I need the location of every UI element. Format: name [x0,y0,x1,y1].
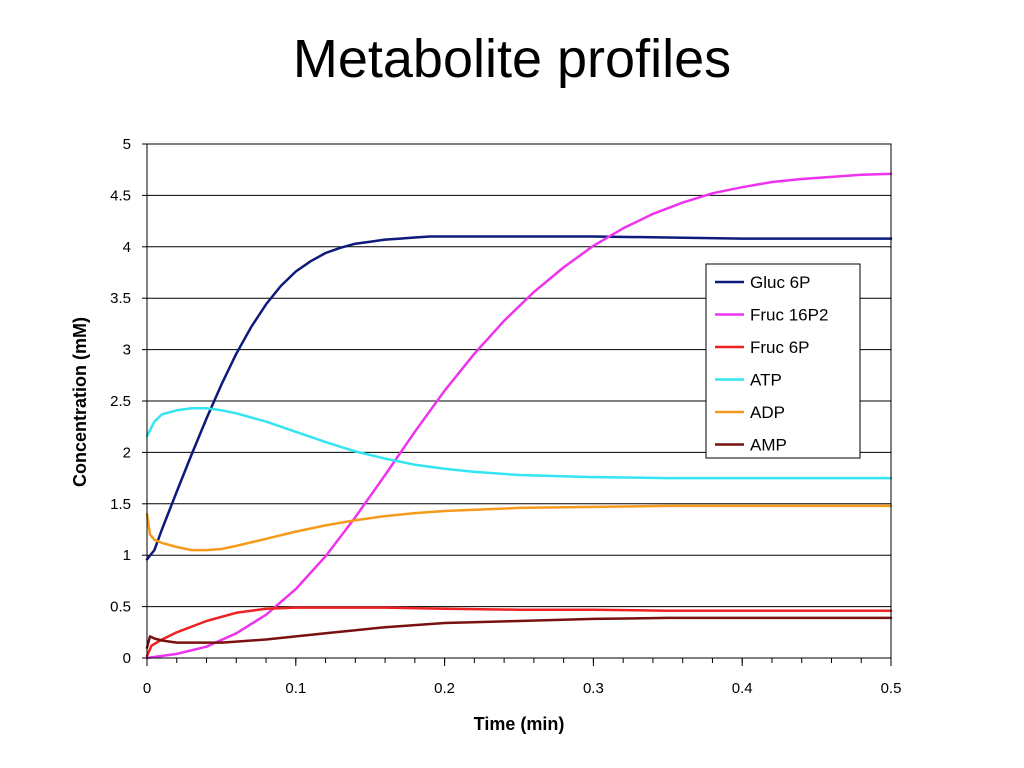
y-tick-label: 4.5 [110,187,131,204]
legend-box [705,263,861,459]
legend: Gluc 6P Fruc 16P2 Fruc 6P ATP ADP AMP [705,263,861,459]
legend-label: Fruc 6P [750,338,810,357]
y-tick-label: 3 [123,342,131,359]
x-tick-label: 0 [143,680,151,697]
y-tick-label: 1 [123,547,131,564]
y-tick-label: 5 [123,136,131,153]
y-tick-label: 3.5 [110,290,131,307]
y-tick-label: 1.5 [110,496,131,513]
legend-label: Gluc 6P [750,273,810,292]
legend-label: AMP [750,436,787,455]
plot-area-border [146,143,892,659]
y-axis-title: Concentration (mM) [70,317,90,487]
x-tick-label: 0.5 [881,680,902,697]
y-tick-label: 0 [123,650,131,667]
x-tick-label: 0.3 [583,680,604,697]
series-line-atp [145,406,893,480]
x-tick-label: 0.4 [732,680,753,697]
series-line-fruc-6p [145,606,893,658]
y-tick-label: 2.5 [110,393,131,410]
x-tick-label: 0.1 [285,680,306,697]
x-axis-title: Time (min) [474,714,565,734]
series-line-fruc-16p2 [145,172,893,660]
y-tick-label: 0.5 [110,599,131,616]
legend-label: ADP [750,403,785,422]
y-tick-label: 4 [123,239,131,256]
slide-title: Metabolite profiles [292,29,732,89]
series-lines [145,172,893,660]
x-tick-label: 0.2 [434,680,455,697]
axes: 0 0.5 1 1.5 2 2.5 3 3.5 4 4.5 5 0 0.1 0.2 0.3 0.4 0.5 [110,136,901,697]
series-line-adp [145,504,893,552]
legend-label: Fruc 16P2 [750,306,828,325]
y-tick-label: 2 [123,444,131,461]
series-line-gluc-6p [145,235,893,561]
legend-label: ATP [750,371,782,390]
series-line-amp [145,616,893,649]
